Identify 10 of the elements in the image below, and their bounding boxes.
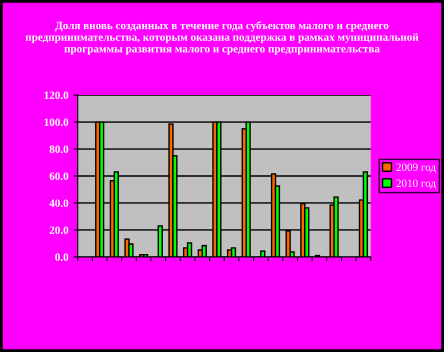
y-tick-label: 60.0 (50, 172, 68, 180)
y-tick-label: 120.0 (44, 92, 68, 100)
legend-label: 2010 год (396, 180, 436, 190)
y-tick-label: 20.0 (50, 226, 68, 234)
y-tick-label: 80.0 (50, 145, 68, 154)
y-tick-label: 0.0 (55, 253, 68, 261)
legend-label: 2009 год (396, 163, 436, 174)
y-tick-label: 40.0 (49, 199, 68, 207)
chart-title: Доля вновь созданных в течение года субъектов малого и среднего предпринимательства, которым оказана поддержка в рамках муниципальной программы развития малого и среднего предпринимательства (26, 21, 418, 55)
y-tick-label: 100.0 (44, 118, 68, 126)
